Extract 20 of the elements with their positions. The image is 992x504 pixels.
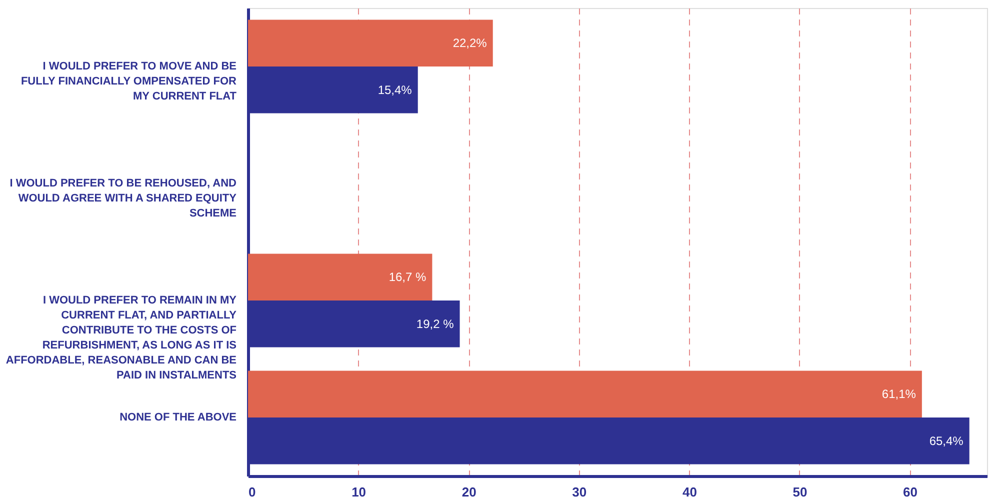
x-tick-label: 50	[792, 484, 808, 500]
x-tick-label: 10	[352, 484, 366, 500]
data-label: 65,4%	[929, 434, 964, 448]
data-label: 19,2 %	[416, 316, 454, 331]
x-tick-label: 20	[462, 484, 476, 500]
data-label: 22,2%	[452, 36, 488, 50]
bar	[248, 254, 432, 300]
x-tick-label: 0	[248, 484, 256, 500]
x-tick-label: 60	[903, 484, 918, 500]
data-label: 15,4%	[378, 82, 412, 97]
bar	[248, 370, 922, 418]
x-tick-label: 30	[572, 484, 587, 500]
y-tick-label: I WOULD PREFER TO MOVE AND BE FULLY FINANCIALLY OMPENSATED FOR MY CURRENT FLAT	[20, 60, 237, 102]
bar	[248, 20, 493, 66]
y-tick-label: NONE OF THE ABOVE	[120, 412, 236, 424]
x-tick-label: 40	[682, 484, 697, 500]
data-label: 61,1%	[882, 387, 916, 402]
y-tick-label: I WOULD PREFER TO BE REHOUSED, AND WOULD AGREE WITH A SHARED EQUITY SCHEME	[10, 178, 238, 220]
data-label: 16,7 %	[388, 270, 427, 284]
y-tick-label: I WOULD PREFER TO REMAIN IN MY CURRENT FLAT, AND PARTIALLY CONTRIBUTE TO THE COSTS OF REFURBISHMENT, AS LONG AS IT IS AFFORDABLE, REASONABLE AND CAN BE PAID IN INSTALMENTS	[6, 294, 238, 382]
